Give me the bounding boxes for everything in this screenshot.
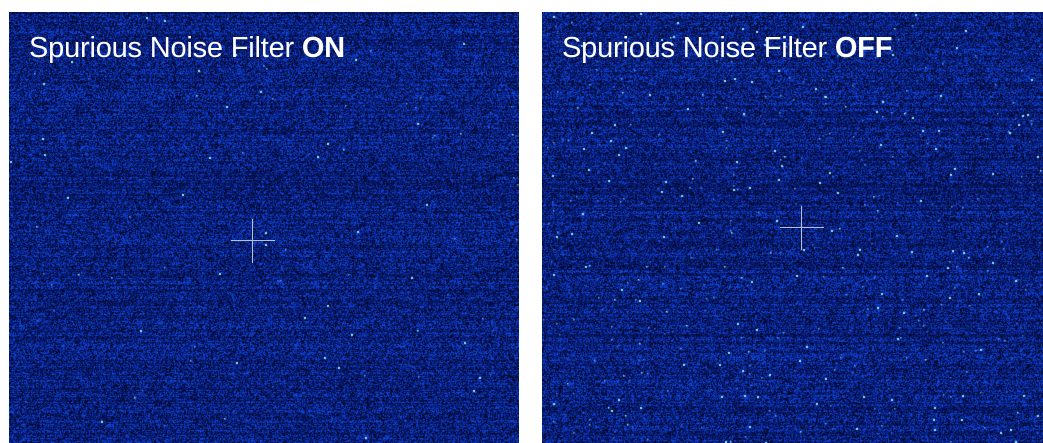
noise-filter-off-panel: Spurious Noise Filter OFF [542, 12, 1043, 443]
label-prefix: Spurious Noise Filter [29, 32, 302, 64]
crosshair-icon [780, 206, 824, 250]
label-prefix: Spurious Noise Filter [562, 32, 835, 64]
panel-label-on: Spurious Noise Filter ON [29, 32, 345, 65]
label-state: ON [301, 32, 345, 64]
label-state: OFF [834, 32, 893, 64]
noise-filter-on-panel: Spurious Noise Filter ON [9, 12, 519, 443]
noise-image-filtered [9, 12, 519, 443]
panel-label-off: Spurious Noise Filter OFF [562, 32, 892, 65]
crosshair-icon [231, 219, 275, 263]
